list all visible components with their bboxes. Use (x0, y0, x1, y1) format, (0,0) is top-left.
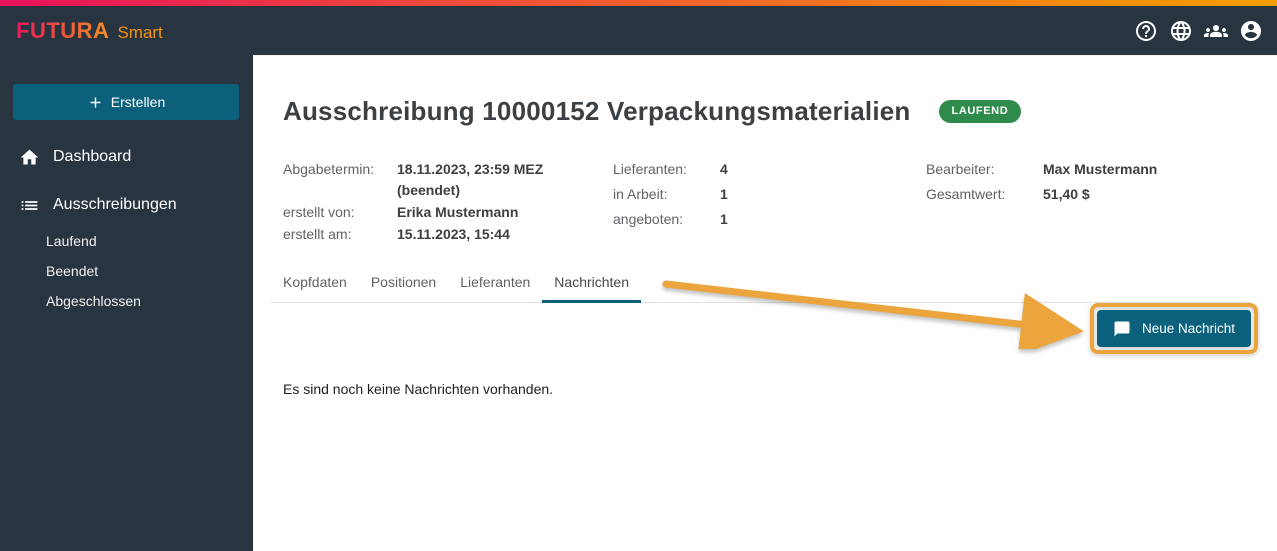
info-label: angeboten: (613, 211, 684, 227)
header-icon-group (1134, 19, 1263, 43)
info-row: angeboten: 1 (613, 209, 728, 230)
info-value: 15.11.2023, 15:44 (397, 226, 510, 242)
info-row: Lieferanten: 4 (613, 159, 728, 180)
chat-bubble-icon (1114, 321, 1130, 336)
info-label: Abgabetermin: (283, 161, 375, 177)
info-row: in Arbeit: 1 (613, 184, 728, 205)
annotation-highlight-box: Neue Nachricht (1090, 303, 1258, 354)
help-icon[interactable] (1134, 19, 1158, 43)
info-row: Abgabetermin: 18.11.2023, 23:59 MEZ (bee… (283, 159, 543, 201)
tab-positionen[interactable]: Positionen (370, 274, 437, 290)
list-icon (21, 200, 38, 210)
account-icon[interactable] (1239, 19, 1263, 43)
info-row: erstellt von: Erika Mustermann (283, 202, 543, 223)
info-value: 1 (720, 211, 728, 227)
sidebar-item-dashboard[interactable]: Dashboard (0, 133, 253, 181)
tab-nachrichten[interactable]: Nachrichten (542, 266, 641, 303)
sidebar-nav: Dashboard Ausschreibungen Laufend Beende… (0, 133, 253, 316)
info-row: Bearbeiter: Max Mustermann (926, 159, 1157, 180)
info-column-suppliers: Lieferanten: 4 in Arbeit: 1 angeboten: 1 (613, 159, 728, 234)
sidebar: Erstellen Dashboard Ausschreibungen Lauf… (0, 55, 253, 551)
tab-kopfdaten[interactable]: Kopfdaten (283, 274, 347, 290)
top-accent-bar (0, 0, 1277, 6)
sidebar-item-label: Dashboard (53, 148, 132, 165)
info-label: Lieferanten: (613, 161, 687, 177)
info-value: 4 (720, 161, 728, 177)
info-column-owner: Bearbeiter: Max Mustermann Gesamtwert: 5… (926, 159, 1157, 209)
info-label: in Arbeit: (613, 186, 668, 202)
brand-logo: FUTURA Smart (16, 18, 163, 44)
sidebar-item-abgeschlossen[interactable]: Abgeschlossen (46, 293, 141, 309)
language-globe-icon[interactable] (1169, 19, 1193, 43)
empty-state-text: Es sind noch keine Nachrichten vorhanden… (283, 381, 554, 397)
create-button[interactable]: Erstellen (13, 84, 239, 120)
user-group-icon[interactable] (1204, 19, 1228, 43)
info-label: erstellt von: (283, 204, 355, 220)
sidebar-item-label: Ausschreibungen (53, 196, 177, 213)
main-content: Ausschreibung 10000152 Verpackungsmateri… (253, 55, 1277, 551)
info-row: Gesamtwert: 51,40 $ (926, 184, 1157, 205)
info-value: 51,40 $ (1043, 186, 1090, 202)
new-message-button[interactable]: Neue Nachricht (1097, 310, 1251, 347)
info-value: Max Mustermann (1043, 161, 1158, 177)
title-row: Ausschreibung 10000152 Verpackungsmateri… (283, 96, 1251, 127)
info-label: erstellt am: (283, 226, 352, 242)
page-title: Ausschreibung 10000152 Verpackungsmateri… (283, 96, 911, 126)
info-label: Bearbeiter: (926, 161, 995, 177)
tab-bar: Kopfdaten Positionen Lieferanten Nachric… (271, 266, 1251, 303)
info-value-note: (beendet) (397, 182, 460, 198)
new-message-button-label: Neue Nachricht (1141, 321, 1236, 336)
sidebar-item-laufend[interactable]: Laufend (46, 233, 97, 249)
info-value: 1 (720, 186, 728, 202)
app-header: FUTURA Smart (0, 6, 1277, 55)
brand-suffix: Smart (117, 22, 163, 42)
status-badge: LAUFEND (938, 100, 1022, 123)
create-button-label: Erstellen (110, 94, 166, 110)
brand-name: FUTURA (16, 17, 110, 43)
info-value: 18.11.2023, 23:59 MEZ (beendet) (397, 159, 543, 201)
home-icon (20, 149, 39, 164)
info-row: erstellt am: 15.11.2023, 15:44 (283, 224, 543, 245)
sidebar-sub-nav: Laufend Beendet Abgeschlossen (0, 226, 253, 316)
sidebar-item-beendet[interactable]: Beendet (46, 263, 99, 279)
info-column-dates: Abgabetermin: 18.11.2023, 23:59 MEZ (bee… (283, 159, 543, 246)
plus-icon (90, 97, 101, 107)
tender-info: Abgabetermin: 18.11.2023, 23:59 MEZ (bee… (283, 159, 1251, 243)
tab-lieferanten[interactable]: Lieferanten (460, 274, 531, 290)
info-label: Gesamtwert: (926, 186, 1006, 202)
info-value: Erika Mustermann (397, 204, 519, 220)
sidebar-item-ausschreibungen[interactable]: Ausschreibungen (0, 181, 253, 229)
